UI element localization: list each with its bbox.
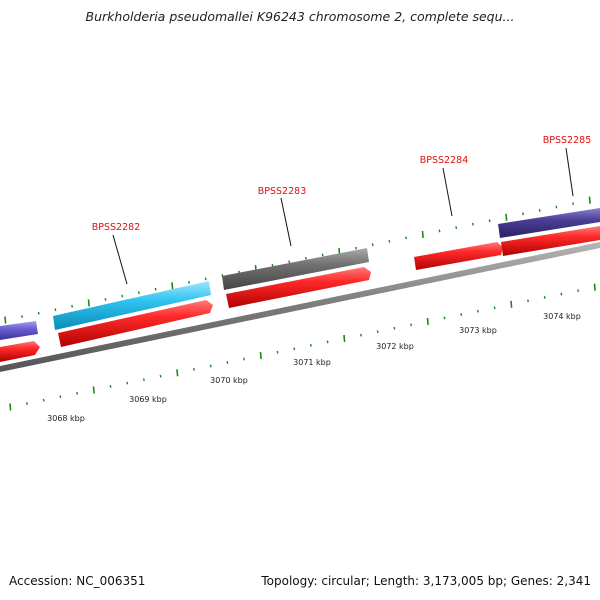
scale-label-3072: 3072 kbp: [376, 342, 414, 351]
leader-line-bpss2283: [280, 197, 292, 247]
scale-tick: [126, 381, 129, 385]
scale-tick: [376, 330, 379, 334]
top-strand-tick: [271, 263, 274, 267]
top-strand-tick: [137, 291, 140, 295]
feature-partial-purple: [0, 321, 38, 340]
scale-tick: [109, 385, 112, 388]
top-strand-tick: [87, 299, 90, 307]
scale-tick: [326, 340, 329, 344]
scale-tick: [193, 367, 195, 371]
top-strand-tick: [154, 287, 157, 291]
cds-arrow-2: [226, 267, 371, 308]
top-strand-tick: [304, 256, 307, 260]
map-title: Burkholderia pseudomallei K96243 chromos…: [85, 9, 515, 24]
cds-arrow-4: [501, 226, 600, 256]
scale-label-3068: 3068 kbp: [47, 414, 85, 423]
scale-tick: [393, 326, 396, 330]
scale-tick: [159, 374, 162, 378]
cds-arrow-3: [414, 242, 503, 270]
leader-line-bpss2284: [442, 167, 453, 217]
gene-block-bpss2285: [498, 208, 600, 238]
top-strand-tick: [54, 308, 57, 312]
top-strand-tick: [522, 212, 524, 216]
top-strand-tick: [555, 205, 558, 209]
genome-backbone: [0, 242, 600, 372]
top-strand-tick: [21, 315, 23, 318]
scale-tick: [9, 403, 12, 411]
top-strand-ticks: [4, 196, 591, 324]
scale-tick: [42, 398, 45, 402]
scale-tick: [543, 296, 546, 299]
scale-tick: [259, 352, 262, 360]
scale-tick: [59, 395, 62, 399]
scale-label-3070: 3070 kbp: [210, 376, 248, 385]
scale-tick: [309, 343, 312, 347]
scale-tick: [577, 289, 580, 293]
topology-summary: Topology: circular; Length: 3,173,005 bp…: [261, 574, 591, 588]
scale-tick: [276, 350, 279, 354]
top-strand-tick: [188, 280, 190, 284]
scale-tick: [226, 361, 229, 364]
scale-tick: [76, 391, 79, 395]
gene-block-bpss2283: [222, 248, 369, 290]
scale-ticks: [9, 283, 596, 411]
scale-tick: [293, 347, 296, 351]
scale-tick: [443, 316, 446, 320]
top-strand-tick: [438, 229, 441, 233]
leader-line-bpss2282: [112, 234, 128, 285]
top-strand-tick: [204, 277, 207, 281]
scale-tick: [26, 402, 28, 405]
scale-label-3073: 3073 kbp: [459, 326, 497, 335]
top-strand-tick: [572, 202, 575, 206]
scale-tick: [92, 386, 95, 394]
scale-tick: [527, 299, 529, 303]
top-strand-tick: [421, 230, 424, 238]
top-strand-tick: [488, 219, 491, 223]
scale-tick: [243, 357, 246, 361]
top-strand-tick: [355, 246, 357, 250]
scale-tick: [410, 323, 413, 327]
scale-tick: [343, 334, 346, 343]
scale-tick: [510, 300, 513, 308]
gene-label-bpss2282[interactable]: BPSS2282: [92, 222, 140, 233]
scale-tick: [493, 306, 496, 310]
scale-tick: [360, 333, 362, 337]
scale-tick: [593, 283, 596, 291]
scale-tick: [142, 378, 145, 382]
top-strand-tick: [505, 213, 508, 221]
scale-tick: [426, 317, 429, 325]
top-strand-tick: [71, 304, 74, 308]
scale-tick: [460, 313, 463, 316]
cds-arrow-1: [58, 300, 213, 347]
top-strand-tick: [371, 243, 374, 247]
top-strand-tick: [455, 226, 458, 229]
top-strand-tick: [171, 282, 174, 290]
accession-text: Accession: NC_006351: [9, 574, 146, 588]
gene-block-bpss2282: [53, 281, 211, 330]
scale-label-3074: 3074 kbp: [543, 312, 581, 321]
scale-label-3071: 3071 kbp: [293, 358, 331, 367]
top-strand-tick: [405, 236, 408, 240]
top-strand-tick: [4, 316, 7, 324]
gene-label-bpss2285[interactable]: BPSS2285: [543, 135, 591, 146]
top-strand-tick: [471, 222, 474, 226]
scale-tick: [209, 364, 212, 368]
top-strand-tick: [37, 311, 40, 315]
top-strand-tick: [538, 209, 541, 212]
cds-arrow-partial: [0, 341, 40, 362]
scale-label-3069: 3069 kbp: [129, 395, 167, 404]
top-strand-tick: [288, 260, 291, 264]
scale-tick: [560, 292, 563, 296]
leader-line-bpss2285: [565, 147, 574, 197]
top-strand-tick: [104, 298, 107, 301]
top-strand-tick: [321, 253, 324, 257]
top-strand-tick: [588, 196, 591, 204]
top-strand-tick: [121, 294, 124, 298]
scale-tick: [476, 309, 479, 313]
top-strand-tick: [388, 239, 391, 243]
scale-tick: [176, 369, 179, 377]
gene-label-bpss2284[interactable]: BPSS2284: [420, 155, 468, 166]
gene-label-bpss2283[interactable]: BPSS2283: [258, 186, 306, 197]
